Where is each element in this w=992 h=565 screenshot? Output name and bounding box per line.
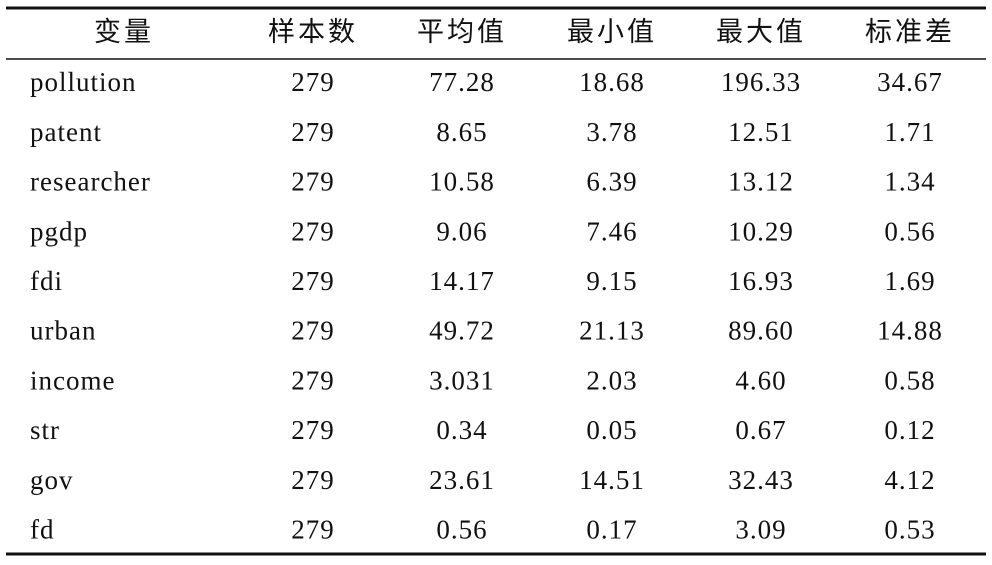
cell: 1.71 xyxy=(884,117,935,147)
cell: 1.34 xyxy=(884,167,935,197)
cell: 6.39 xyxy=(586,167,637,197)
cell: 0.53 xyxy=(884,515,935,545)
cell: 14.17 xyxy=(429,266,495,296)
header-cell: 平均值 xyxy=(417,17,507,47)
cell: 23.61 xyxy=(429,465,495,495)
cell: 279 xyxy=(291,465,335,495)
cell: 34.67 xyxy=(877,67,943,97)
cell: 279 xyxy=(291,365,335,395)
cell: 49.72 xyxy=(429,316,495,346)
cell: 279 xyxy=(291,515,335,545)
cell: 16.93 xyxy=(728,266,794,296)
cell: 4.12 xyxy=(884,465,935,495)
row-label: gov xyxy=(30,465,74,495)
header-cell: 标准差 xyxy=(865,17,955,47)
cell: 4.60 xyxy=(735,365,786,395)
cell: 3.031 xyxy=(429,365,495,395)
cell: 14.51 xyxy=(579,465,645,495)
header-cell: 最小值 xyxy=(567,17,657,47)
cell: 279 xyxy=(291,117,335,147)
cell: 0.34 xyxy=(436,415,487,445)
cell: 0.05 xyxy=(586,415,637,445)
row-label: researcher xyxy=(30,167,151,197)
cell: 1.69 xyxy=(884,266,935,296)
cell: 14.88 xyxy=(877,316,943,346)
cell: 77.28 xyxy=(429,67,495,97)
row-label: patent xyxy=(30,117,102,147)
cell: 13.12 xyxy=(728,167,794,197)
cell: 7.46 xyxy=(586,216,637,246)
row-label: urban xyxy=(30,316,96,346)
row-label: pollution xyxy=(30,67,137,97)
row-label: pgdp xyxy=(30,216,88,246)
cell: 3.09 xyxy=(735,515,786,545)
cell: 279 xyxy=(291,67,335,97)
cell: 279 xyxy=(291,266,335,296)
row-label: str xyxy=(30,415,60,445)
cell: 0.12 xyxy=(884,415,935,445)
header-cell: 变量 xyxy=(94,17,154,47)
row-label: fd xyxy=(30,515,55,545)
cell: 12.51 xyxy=(728,117,794,147)
cell: 0.67 xyxy=(735,415,786,445)
cell: 18.68 xyxy=(579,67,645,97)
cell: 9.15 xyxy=(586,266,637,296)
cell: 21.13 xyxy=(579,316,645,346)
header-cell: 最大值 xyxy=(716,17,806,47)
cell: 0.58 xyxy=(884,365,935,395)
header-cell: 样本数 xyxy=(268,17,358,47)
cell: 8.65 xyxy=(436,117,487,147)
cell: 32.43 xyxy=(728,465,794,495)
row-label: income xyxy=(30,365,115,395)
cell: 279 xyxy=(291,216,335,246)
cell: 10.29 xyxy=(728,216,794,246)
row-label: fdi xyxy=(30,266,63,296)
cell: 10.58 xyxy=(429,167,495,197)
cell: 279 xyxy=(291,415,335,445)
cell: 9.06 xyxy=(436,216,487,246)
cell: 3.78 xyxy=(586,117,637,147)
cell: 279 xyxy=(291,316,335,346)
cell: 279 xyxy=(291,167,335,197)
cell: 196.33 xyxy=(721,67,801,97)
cell: 2.03 xyxy=(586,365,637,395)
cell: 0.17 xyxy=(586,515,637,545)
cell: 89.60 xyxy=(728,316,794,346)
cell: 0.56 xyxy=(884,216,935,246)
cell: 0.56 xyxy=(436,515,487,545)
